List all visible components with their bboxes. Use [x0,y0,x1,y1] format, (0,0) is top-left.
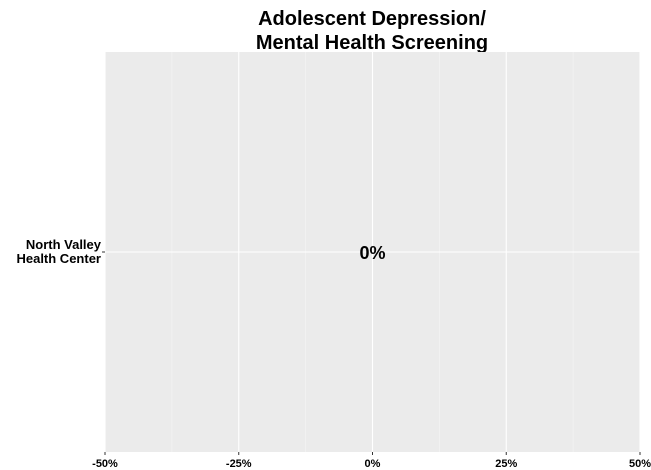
x-tick-label: -50% [92,458,118,470]
data-labels: 0% [359,243,385,263]
x-axis: -50% -25% 0% 25% 50% [92,452,651,470]
x-tick-label: 50% [629,458,651,470]
data-label: 0% [359,243,385,263]
y-tick-label: Health Center [16,251,101,266]
x-tick-label: 0% [365,458,381,470]
major-gridlines [104,52,641,452]
x-tick-label: -25% [226,458,252,470]
x-tick-label: 25% [495,458,517,470]
chart-title: Adolescent Depression/ Mental Health Scr… [256,8,488,54]
y-tick-label: North Valley [26,237,102,252]
chart-title-line-2: Mental Health Screening [256,32,488,54]
chart-title-line-1: Adolescent Depression/ [258,8,486,30]
